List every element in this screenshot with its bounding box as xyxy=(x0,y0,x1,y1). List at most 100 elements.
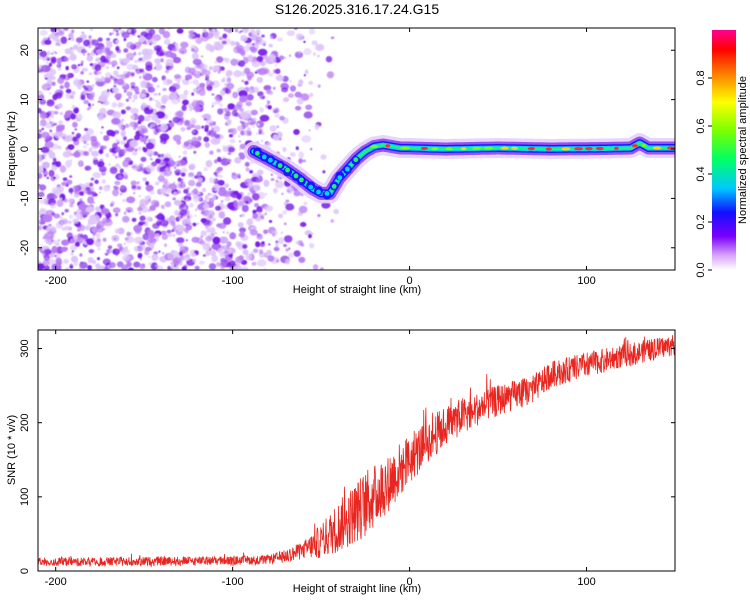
noise-speckle-dot xyxy=(163,157,170,162)
noise-speckle-dot xyxy=(227,146,236,153)
noise-speckle-dot xyxy=(106,37,111,42)
noise-speckle-dot xyxy=(148,198,152,203)
noise-speckle-dot xyxy=(178,242,184,248)
noise-speckle-dot xyxy=(120,73,128,79)
noise-speckle-dot xyxy=(138,244,146,251)
noise-speckle-dot xyxy=(89,182,94,187)
noise-speckle-dot xyxy=(222,108,225,111)
noise-speckle-dot xyxy=(68,214,73,219)
noise-speckle-dot xyxy=(147,86,156,93)
noise-speckle-dot xyxy=(256,36,263,43)
noise-speckle-dot xyxy=(59,216,63,220)
noise-speckle-dot xyxy=(142,177,148,182)
noise-speckle-dot xyxy=(158,124,162,127)
noise-speckle-dot xyxy=(107,245,113,250)
noise-speckle-dot xyxy=(277,37,283,42)
signal-hot-spot xyxy=(431,147,439,151)
noise-speckle-dot xyxy=(202,64,208,70)
noise-speckle-dot xyxy=(159,188,166,194)
noise-speckle-dot xyxy=(131,99,135,103)
noise-speckle-dot xyxy=(80,63,84,66)
noise-speckle-dot xyxy=(152,223,160,229)
noise-speckle-dot xyxy=(215,99,222,105)
noise-speckle-dot xyxy=(257,169,264,176)
noise-speckle-dot xyxy=(39,111,48,120)
noise-speckle-dot xyxy=(82,89,88,95)
noise-speckle-dot xyxy=(246,130,252,136)
signal-hot-spot xyxy=(585,147,593,151)
noise-speckle-dot xyxy=(39,99,46,105)
noise-speckle-dot xyxy=(192,58,202,66)
noise-speckle-dot xyxy=(150,123,156,128)
snr-x-label: Height of straight line (km) xyxy=(293,583,421,595)
noise-speckle-dot xyxy=(120,184,126,190)
noise-speckle-dot xyxy=(140,80,147,89)
noise-speckle-dot xyxy=(114,93,122,100)
noise-speckle-dot xyxy=(312,264,319,270)
noise-speckle-dot xyxy=(57,67,62,71)
noise-speckle-dot xyxy=(65,160,72,167)
signal-blob-core xyxy=(268,157,273,163)
noise-speckle-dot xyxy=(67,198,74,204)
noise-speckle-dot xyxy=(92,172,102,179)
noise-speckle-dot xyxy=(59,165,67,173)
noise-speckle-dot xyxy=(183,188,189,194)
noise-speckle-dot xyxy=(74,241,80,247)
noise-speckle-dot xyxy=(275,240,279,244)
noise-speckle-dot xyxy=(158,92,161,96)
noise-speckle-dot xyxy=(111,64,115,68)
noise-speckle-dot xyxy=(39,123,42,127)
noise-speckle-dot xyxy=(131,72,135,77)
noise-speckle-dot xyxy=(178,155,182,159)
noise-speckle-dot xyxy=(194,125,202,130)
noise-speckle-dot xyxy=(142,146,146,151)
noise-speckle-dot xyxy=(154,181,160,186)
noise-speckle-dot xyxy=(161,94,170,102)
noise-speckle-dot xyxy=(73,211,77,215)
noise-speckle-dot xyxy=(245,101,252,107)
noise-speckle-dot xyxy=(80,33,88,40)
noise-speckle-dot xyxy=(90,177,95,181)
noise-speckle-dot xyxy=(330,36,335,40)
noise-speckle-dot xyxy=(133,51,137,56)
noise-speckle-dot xyxy=(247,120,251,123)
noise-speckle-dot xyxy=(287,252,295,258)
noise-speckle-dot xyxy=(267,142,271,146)
noise-speckle-dot xyxy=(206,229,211,233)
noise-speckle-dot xyxy=(224,88,232,94)
noise-speckle-dot xyxy=(176,111,184,117)
noise-speckle-dot xyxy=(134,148,138,152)
noise-speckle-dot xyxy=(72,218,79,224)
noise-speckle-dot xyxy=(196,33,201,39)
noise-speckle-dot xyxy=(260,139,264,143)
noise-speckle-dot xyxy=(112,152,116,157)
noise-speckle-dot xyxy=(62,177,68,181)
noise-speckle-dot xyxy=(247,192,251,196)
noise-speckle-dot xyxy=(180,209,187,215)
noise-speckle-dot xyxy=(46,50,51,56)
noise-speckle-dot xyxy=(123,242,126,245)
noise-speckle-dot xyxy=(218,236,229,244)
noise-speckle-dot xyxy=(295,33,304,41)
noise-speckle-dot xyxy=(321,201,331,209)
noise-speckle-dot xyxy=(126,71,132,76)
noise-speckle-dot xyxy=(254,203,259,208)
noise-speckle-dot xyxy=(38,107,42,114)
noise-speckle-dot xyxy=(80,71,84,75)
noise-speckle-dot xyxy=(123,89,127,93)
noise-speckle-dot xyxy=(72,185,79,193)
noise-speckle-dot xyxy=(106,89,110,93)
noise-speckle-dot xyxy=(160,58,164,63)
noise-speckle-dot xyxy=(116,74,122,78)
noise-speckle-dot xyxy=(176,190,181,195)
noise-speckle-dot xyxy=(192,130,195,133)
noise-speckle-dot xyxy=(309,242,315,249)
noise-speckle-dot xyxy=(237,201,245,207)
noise-speckle-dot xyxy=(326,71,335,79)
colorbar-tick-label: 0.8 xyxy=(695,70,707,85)
noise-speckle-dot xyxy=(73,107,79,114)
noise-speckle-dot xyxy=(140,198,146,204)
noise-speckle-dot xyxy=(188,163,196,171)
noise-speckle-dot xyxy=(69,175,73,178)
noise-speckle-dot xyxy=(165,58,174,67)
